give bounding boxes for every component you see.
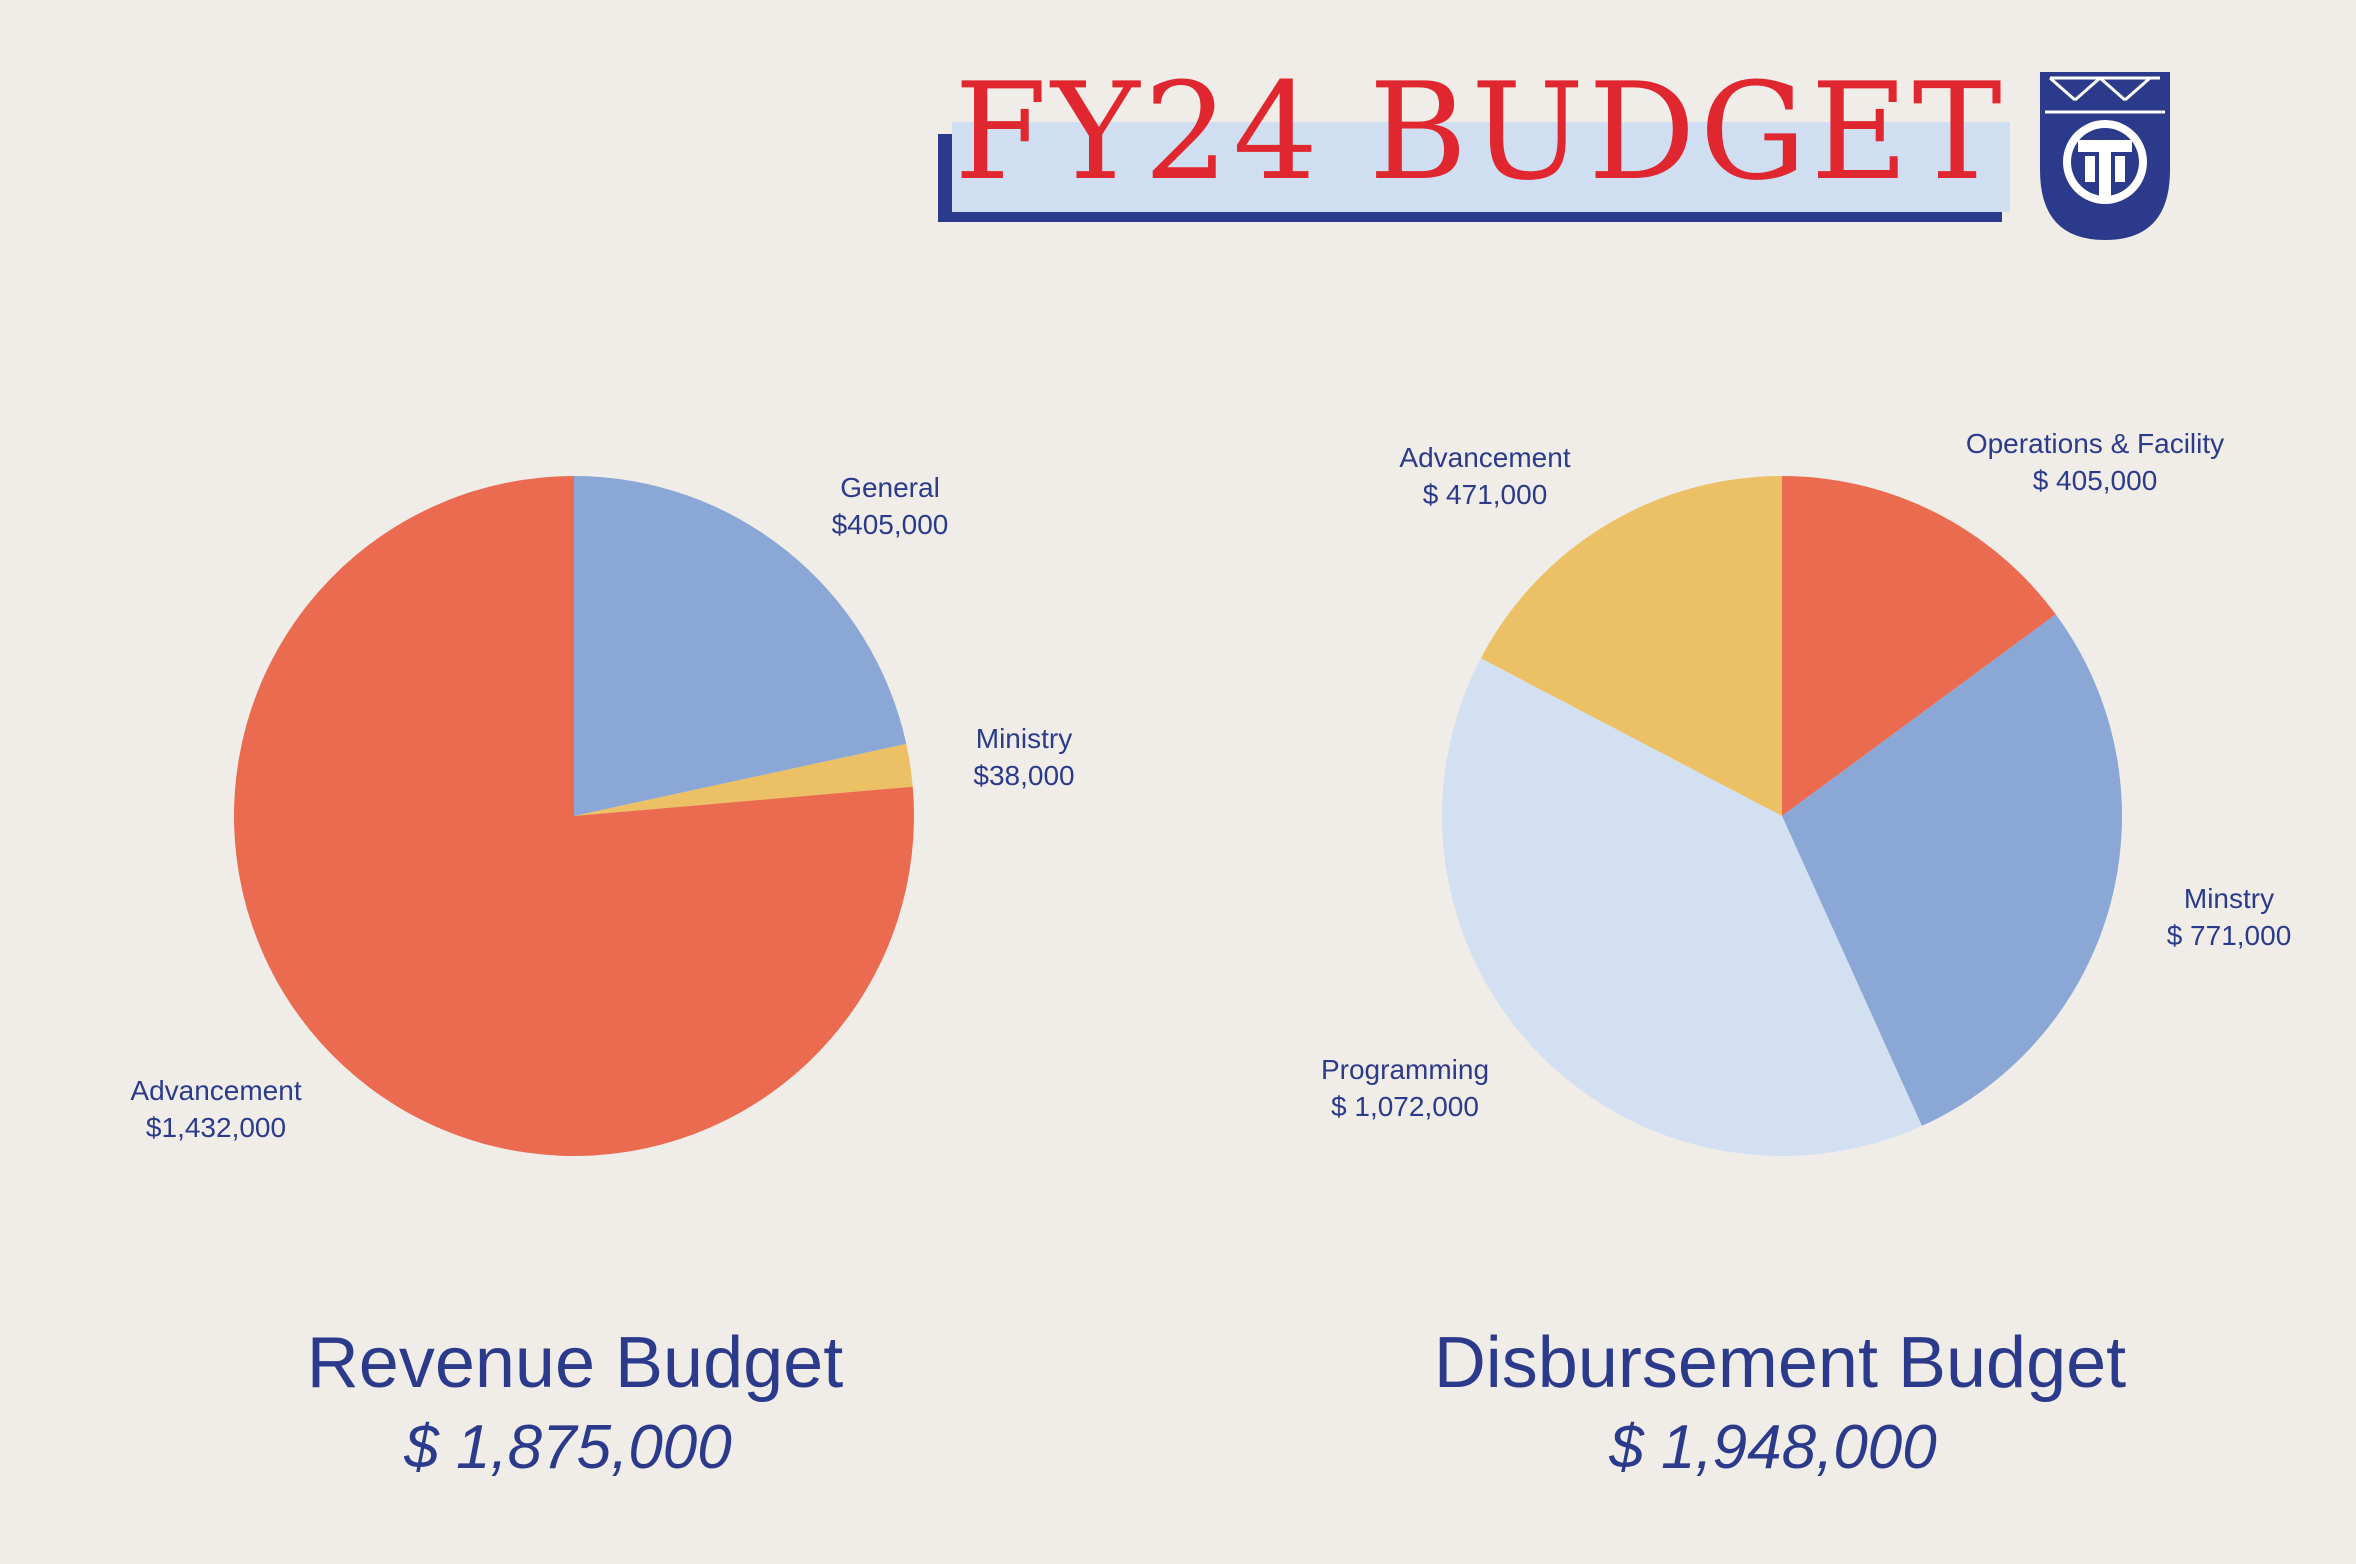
disbursement-slice-advancement [1480,476,1782,816]
revenue-slice-advancement [233,476,914,1156]
disbursement-pie-chart [1442,476,2122,1156]
disbursement-slice-programming [1442,658,1922,1156]
revenue-slice-general [574,476,907,816]
revenue-label-ministry-value: $38,000 [973,760,1074,791]
disbursement-labels: Operations & Facility $ 405,000 Minstry … [1321,428,2291,1122]
revenue-label-ministry-name: Ministry [976,723,1072,754]
title-banner-band [952,122,2010,212]
revenue-labels: General $405,000 Ministry $38,000 Advanc… [130,472,1074,1143]
disbursement-caption-total: $ 1,948,000 [1608,1413,1937,1482]
disbursement-slice-minstry [1782,614,2122,1126]
disbursement-caption-title: Disbursement Budget [1434,1323,2126,1403]
disbursement-caption: Disbursement Budget $ 1,948,000 [1434,1323,2126,1482]
disbursement-label-advancement-value: $ 471,000 [1423,479,1548,510]
disbursement-label-operations-name: Operations & Facility [1966,428,2224,459]
disbursement-label-programming-value: $ 1,072,000 [1331,1091,1479,1122]
disbursement-label-advancement-name: Advancement [1399,442,1570,473]
revenue-slice-ministry [574,743,913,816]
shield-cross-logo-icon [2040,72,2170,240]
revenue-label-general-name: General [840,472,940,503]
revenue-label-advancement-value: $1,432,000 [146,1112,286,1143]
revenue-caption-total: $ 1,875,000 [403,1413,732,1482]
page-title: FY24 BUDGET [954,54,2006,210]
revenue-caption-title: Revenue Budget [307,1323,843,1403]
revenue-label-advancement-name: Advancement [130,1075,301,1106]
disbursement-label-ministry-name: Minstry [2184,883,2274,914]
disbursement-slice-operations-facility [1782,476,2056,816]
title-banner: FY24 BUDGET [938,54,2010,222]
disbursement-label-ministry-value: $ 771,000 [2167,920,2292,951]
revenue-label-general-value: $405,000 [832,509,949,540]
revenue-caption: Revenue Budget $ 1,875,000 [307,1323,843,1482]
disbursement-label-operations-value: $ 405,000 [2033,465,2158,496]
disbursement-label-programming-name: Programming [1321,1054,1489,1085]
revenue-pie-chart [233,476,914,1156]
